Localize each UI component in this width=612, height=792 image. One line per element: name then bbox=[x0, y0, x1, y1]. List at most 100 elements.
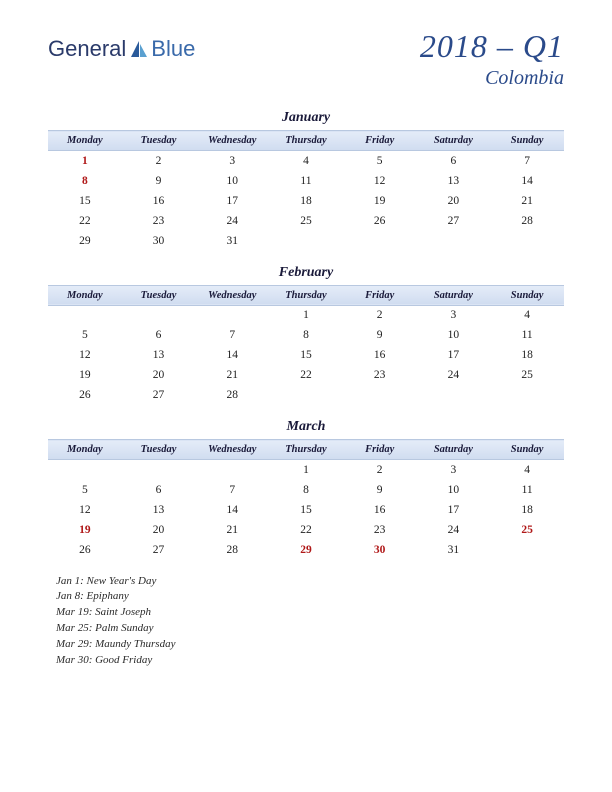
calendar-cell: 2 bbox=[343, 305, 417, 325]
calendar-cell-empty bbox=[48, 305, 122, 325]
calendar-cell: 25 bbox=[269, 211, 343, 231]
calendar-cell: 31 bbox=[417, 540, 491, 560]
calendar-cell: 26 bbox=[48, 385, 122, 405]
calendar-cell: 15 bbox=[269, 500, 343, 520]
calendar-cell: 3 bbox=[417, 305, 491, 325]
months-container: JanuaryMondayTuesdayWednesdayThursdayFri… bbox=[48, 110, 564, 560]
calendar-cell: 1 bbox=[48, 151, 122, 171]
day-header: Tuesday bbox=[122, 285, 196, 305]
day-header: Saturday bbox=[417, 285, 491, 305]
calendar-cell: 29 bbox=[269, 540, 343, 560]
calendar-cell: 16 bbox=[343, 500, 417, 520]
calendar-cell: 8 bbox=[48, 171, 122, 191]
calendar-cell: 4 bbox=[490, 305, 564, 325]
month-name: February bbox=[48, 265, 564, 281]
calendar-cell: 21 bbox=[195, 365, 269, 385]
calendar-cell: 23 bbox=[122, 211, 196, 231]
calendar-cell: 8 bbox=[269, 325, 343, 345]
day-header: Thursday bbox=[269, 131, 343, 151]
calendar-cell: 13 bbox=[122, 500, 196, 520]
calendar-cell: 1 bbox=[269, 305, 343, 325]
calendar-cell: 18 bbox=[490, 500, 564, 520]
calendar-cell: 10 bbox=[195, 171, 269, 191]
day-header: Thursday bbox=[269, 285, 343, 305]
calendar-cell: 11 bbox=[269, 171, 343, 191]
calendar-cell: 22 bbox=[269, 520, 343, 540]
calendar-cell: 31 bbox=[195, 231, 269, 251]
calendar-cell: 16 bbox=[122, 191, 196, 211]
day-header: Saturday bbox=[417, 131, 491, 151]
title-block: 2018 – Q1 Colombia bbox=[420, 28, 564, 90]
calendar-cell: 3 bbox=[195, 151, 269, 171]
calendar-cell-empty bbox=[48, 460, 122, 480]
holiday-entry: Mar 25: Palm Sunday bbox=[56, 621, 564, 637]
calendar-cell: 13 bbox=[417, 171, 491, 191]
calendar-cell: 19 bbox=[343, 191, 417, 211]
calendar-cell-empty bbox=[195, 460, 269, 480]
calendar-cell-empty bbox=[195, 305, 269, 325]
calendar-cell: 24 bbox=[417, 365, 491, 385]
calendar-cell: 5 bbox=[48, 325, 122, 345]
calendar-cell: 23 bbox=[343, 365, 417, 385]
calendar-cell: 5 bbox=[48, 480, 122, 500]
holiday-entry: Mar 29: Maundy Thursday bbox=[56, 637, 564, 653]
calendar-cell: 19 bbox=[48, 365, 122, 385]
calendar-cell: 3 bbox=[417, 460, 491, 480]
calendar-cell: 20 bbox=[417, 191, 491, 211]
calendar-cell: 6 bbox=[417, 151, 491, 171]
calendar-cell: 22 bbox=[269, 365, 343, 385]
calendar-cell: 11 bbox=[490, 325, 564, 345]
header: General Blue 2018 – Q1 Colombia bbox=[48, 28, 564, 90]
calendar-cell-empty bbox=[343, 385, 417, 405]
day-header: Friday bbox=[343, 285, 417, 305]
holiday-entry: Jan 8: Epiphany bbox=[56, 589, 564, 605]
page-title: 2018 – Q1 bbox=[420, 28, 564, 65]
calendar-cell-empty bbox=[490, 540, 564, 560]
calendar-cell-empty bbox=[269, 231, 343, 251]
day-header: Monday bbox=[48, 440, 122, 460]
calendar-cell: 16 bbox=[343, 345, 417, 365]
calendar-cell: 13 bbox=[122, 345, 196, 365]
calendar-cell: 4 bbox=[269, 151, 343, 171]
calendar-cell: 15 bbox=[269, 345, 343, 365]
calendar-cell: 25 bbox=[490, 520, 564, 540]
holiday-entry: Mar 19: Saint Joseph bbox=[56, 605, 564, 621]
calendar-cell: 9 bbox=[343, 480, 417, 500]
logo-sail-icon bbox=[129, 39, 149, 59]
day-header: Wednesday bbox=[195, 440, 269, 460]
calendar-table: MondayTuesdayWednesdayThursdayFridaySatu… bbox=[48, 285, 564, 406]
calendar-cell: 24 bbox=[417, 520, 491, 540]
holiday-entry: Jan 1: New Year's Day bbox=[56, 574, 564, 590]
calendar-cell: 14 bbox=[490, 171, 564, 191]
calendar-cell-empty bbox=[417, 385, 491, 405]
holiday-list: Jan 1: New Year's DayJan 8: EpiphanyMar … bbox=[48, 574, 564, 670]
calendar-cell: 14 bbox=[195, 500, 269, 520]
month-name: March bbox=[48, 419, 564, 435]
month-block: MarchMondayTuesdayWednesdayThursdayFrida… bbox=[48, 419, 564, 560]
calendar-cell: 5 bbox=[343, 151, 417, 171]
calendar-cell: 15 bbox=[48, 191, 122, 211]
calendar-cell: 28 bbox=[195, 385, 269, 405]
calendar-cell: 10 bbox=[417, 480, 491, 500]
calendar-cell: 25 bbox=[490, 365, 564, 385]
holiday-entry: Mar 30: Good Friday bbox=[56, 653, 564, 669]
calendar-cell: 6 bbox=[122, 480, 196, 500]
day-header: Sunday bbox=[490, 440, 564, 460]
calendar-cell-empty bbox=[343, 231, 417, 251]
calendar-cell: 9 bbox=[122, 171, 196, 191]
calendar-cell: 7 bbox=[195, 325, 269, 345]
calendar-cell: 28 bbox=[195, 540, 269, 560]
logo-text-blue: Blue bbox=[151, 36, 195, 62]
day-header: Saturday bbox=[417, 440, 491, 460]
calendar-cell: 11 bbox=[490, 480, 564, 500]
day-header: Sunday bbox=[490, 131, 564, 151]
calendar-cell-empty bbox=[122, 460, 196, 480]
day-header: Thursday bbox=[269, 440, 343, 460]
calendar-cell: 2 bbox=[343, 460, 417, 480]
calendar-cell: 22 bbox=[48, 211, 122, 231]
calendar-cell: 29 bbox=[48, 231, 122, 251]
calendar-cell: 1 bbox=[269, 460, 343, 480]
calendar-cell: 7 bbox=[195, 480, 269, 500]
country-name: Colombia bbox=[420, 67, 564, 90]
logo-text-general: General bbox=[48, 36, 126, 62]
